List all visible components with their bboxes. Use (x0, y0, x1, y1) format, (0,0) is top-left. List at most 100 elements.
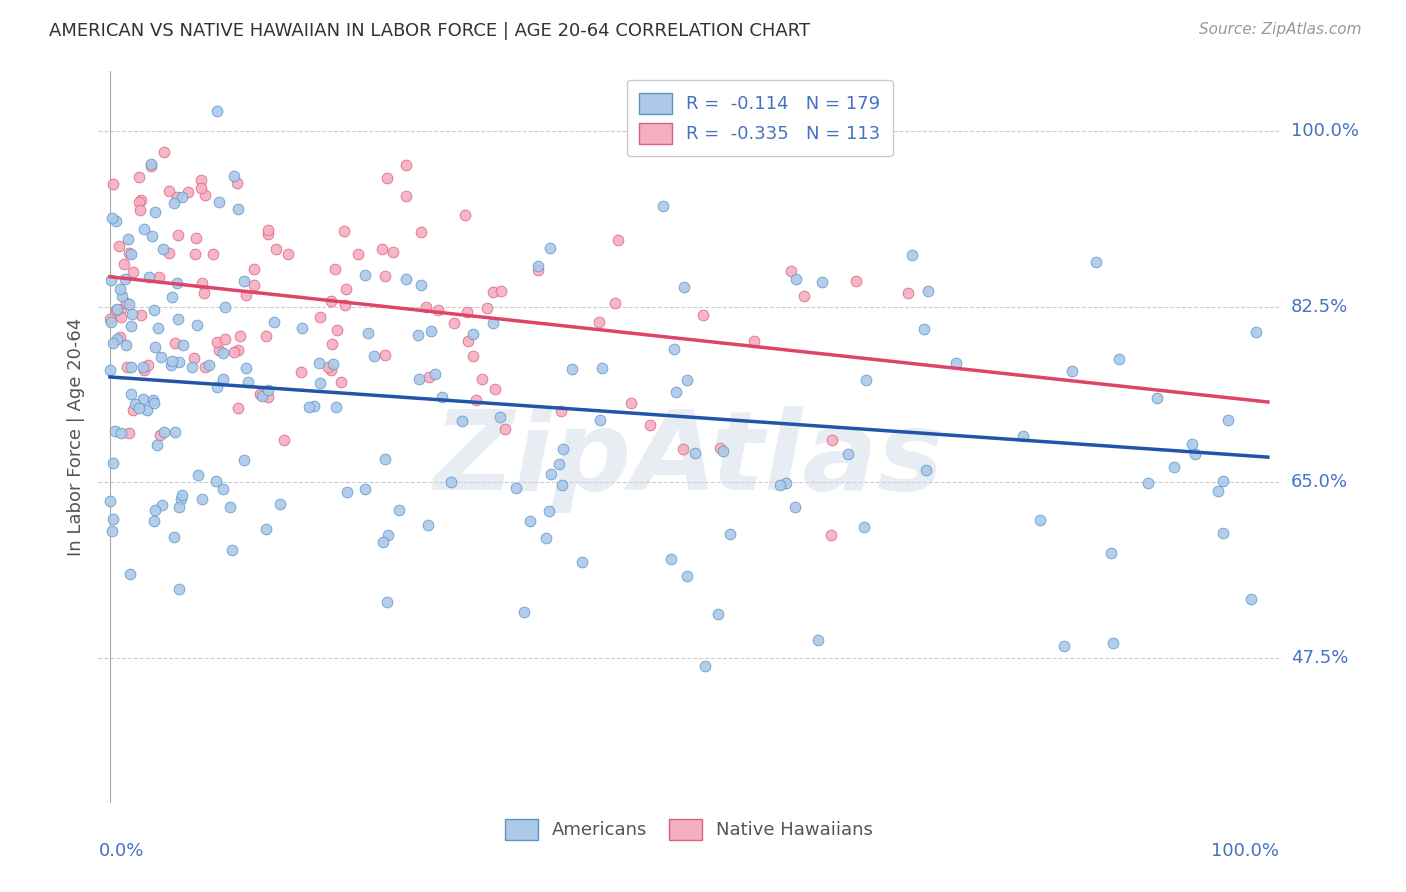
Point (309, 310, 332, 325)
Point (208, 343, 231, 357)
Point (273, 433, 295, 447)
Point (190, 492, 212, 507)
Point (221, 542, 243, 557)
Point (269, 497, 291, 511)
Point (207, 380, 229, 394)
Point (855, 373, 877, 387)
Point (236, 375, 259, 389)
Point (139, 159, 162, 173)
Point (482, 316, 505, 330)
Point (807, 633, 830, 648)
Point (638, 417, 661, 432)
Point (316, 360, 339, 375)
Point (465, 392, 488, 407)
Point (110, 301, 132, 316)
Text: 100.0%: 100.0% (1291, 122, 1358, 140)
Point (101, 335, 124, 350)
Point (820, 527, 842, 541)
Point (112, 257, 135, 271)
Point (152, 145, 174, 159)
Point (107, 332, 129, 346)
Point (945, 356, 967, 370)
Point (1028, 513, 1050, 527)
Point (132, 359, 155, 374)
Point (197, 358, 219, 372)
Point (115, 360, 138, 375)
Point (1012, 428, 1035, 442)
Point (249, 386, 271, 401)
Point (661, 552, 683, 566)
Point (205, 474, 228, 488)
Point (329, 376, 352, 390)
Point (121, 307, 143, 321)
Point (256, 383, 278, 397)
Point (254, 522, 277, 536)
Point (143, 396, 166, 410)
Point (170, 492, 193, 507)
Point (1136, 476, 1159, 491)
Point (333, 224, 356, 238)
Point (901, 248, 924, 262)
Point (222, 169, 245, 183)
Point (322, 357, 344, 371)
Point (456, 305, 478, 319)
Point (811, 275, 834, 289)
Point (298, 401, 321, 415)
Point (232, 273, 254, 287)
Point (489, 284, 512, 298)
Point (128, 202, 150, 217)
Point (257, 391, 280, 405)
Point (323, 261, 346, 276)
Point (443, 316, 465, 330)
Text: 65.0%: 65.0% (1291, 473, 1347, 491)
Point (254, 329, 277, 343)
Point (226, 176, 249, 190)
Point (143, 340, 166, 354)
Point (142, 393, 165, 408)
Point (1085, 255, 1108, 269)
Point (290, 365, 312, 379)
Point (202, 246, 225, 260)
Point (235, 288, 257, 302)
Point (103, 177, 125, 191)
Point (193, 286, 215, 301)
Point (118, 246, 141, 260)
Point (120, 360, 142, 375)
Point (166, 189, 188, 203)
Point (167, 227, 190, 242)
Point (186, 318, 208, 332)
Text: AMERICAN VS NATIVE HAWAIIAN IN LABOR FORCE | AGE 20-64 CORRELATION CHART: AMERICAN VS NATIVE HAWAIIAN IN LABOR FOR… (49, 22, 810, 40)
Point (183, 247, 205, 261)
Point (548, 457, 571, 471)
Point (264, 242, 287, 256)
Point (143, 205, 166, 219)
Point (184, 231, 207, 245)
Point (187, 467, 209, 482)
Point (1146, 392, 1168, 406)
Point (671, 442, 693, 457)
Point (291, 321, 314, 335)
Point (121, 402, 143, 417)
Point (146, 320, 169, 334)
Point (98, 363, 121, 377)
Point (242, 278, 264, 293)
Point (785, 271, 807, 285)
Point (335, 282, 357, 296)
Point (121, 265, 143, 279)
Point (793, 289, 815, 303)
Point (149, 427, 172, 442)
Point (146, 438, 169, 452)
Point (534, 531, 557, 545)
Point (371, 242, 394, 256)
Point (169, 500, 191, 514)
Point (118, 297, 141, 311)
Point (411, 277, 433, 292)
Point (1240, 592, 1263, 607)
Point (224, 344, 246, 359)
Point (538, 504, 561, 518)
Point (132, 392, 155, 407)
Point (152, 242, 174, 256)
Point (98, 493, 121, 508)
Point (169, 355, 191, 369)
Point (101, 457, 124, 471)
